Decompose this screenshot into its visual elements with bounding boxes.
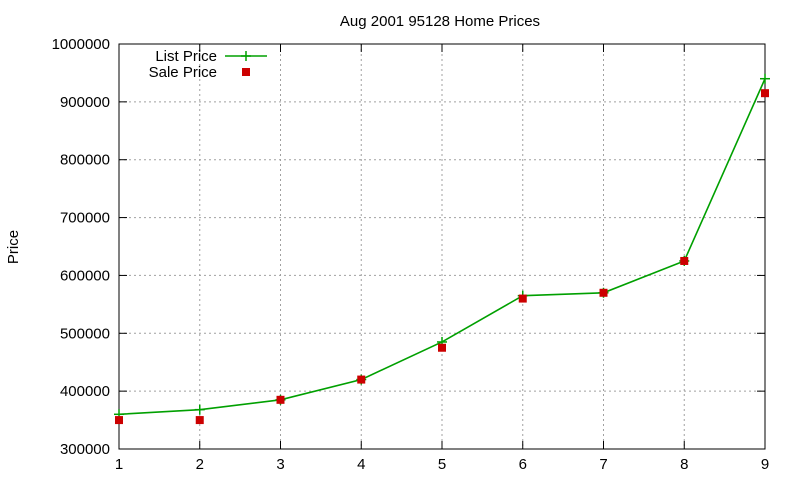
data-series (114, 73, 770, 425)
sale-price-point (518, 294, 527, 303)
y-tick-label: 400000 (60, 383, 110, 400)
y-tick-label: 500000 (60, 325, 110, 342)
sale-price-point (680, 256, 689, 265)
x-tick-label: 7 (599, 456, 607, 473)
x-tick-label: 9 (761, 456, 769, 473)
sale-price-point (761, 89, 769, 98)
grid (119, 44, 765, 449)
y-tick-label: 300000 (60, 441, 110, 458)
legend-label: List Price (155, 48, 217, 65)
y-tick-label: 600000 (60, 267, 110, 284)
list-price-point (760, 73, 770, 84)
x-tick-label: 6 (519, 456, 527, 473)
x-tick-label: 4 (357, 456, 365, 473)
sale-price-point (115, 416, 123, 425)
y-tick-label: 700000 (60, 210, 110, 227)
sale-price-point (195, 416, 204, 425)
legend-label: Sale Price (149, 64, 217, 81)
sale-price-point (599, 288, 608, 297)
chart-title: Aug 2001 95128 Home Prices (340, 13, 540, 30)
series-1 (115, 89, 769, 425)
axis-ticks: 300000 400000 500000 600000 700000 800000 9000… (52, 36, 770, 473)
x-tick-label: 5 (438, 456, 446, 473)
y-tick-label: 900000 (60, 94, 110, 111)
legend-swatch-marker (242, 68, 250, 76)
x-tick-label: 2 (196, 456, 204, 473)
legend-swatch-marker (241, 51, 251, 61)
x-tick-label: 1 (115, 456, 123, 473)
x-tick-label: 3 (276, 456, 284, 473)
y-tick-label: 1000000 (52, 36, 110, 53)
list-price-point (194, 404, 205, 415)
sale-price-point (438, 343, 446, 352)
x-tick-label: 8 (680, 456, 688, 473)
y-tick-label: 800000 (60, 152, 110, 169)
y-axis-label: Price (5, 230, 22, 264)
sale-price-point (357, 375, 366, 384)
sale-price-point (276, 395, 285, 404)
